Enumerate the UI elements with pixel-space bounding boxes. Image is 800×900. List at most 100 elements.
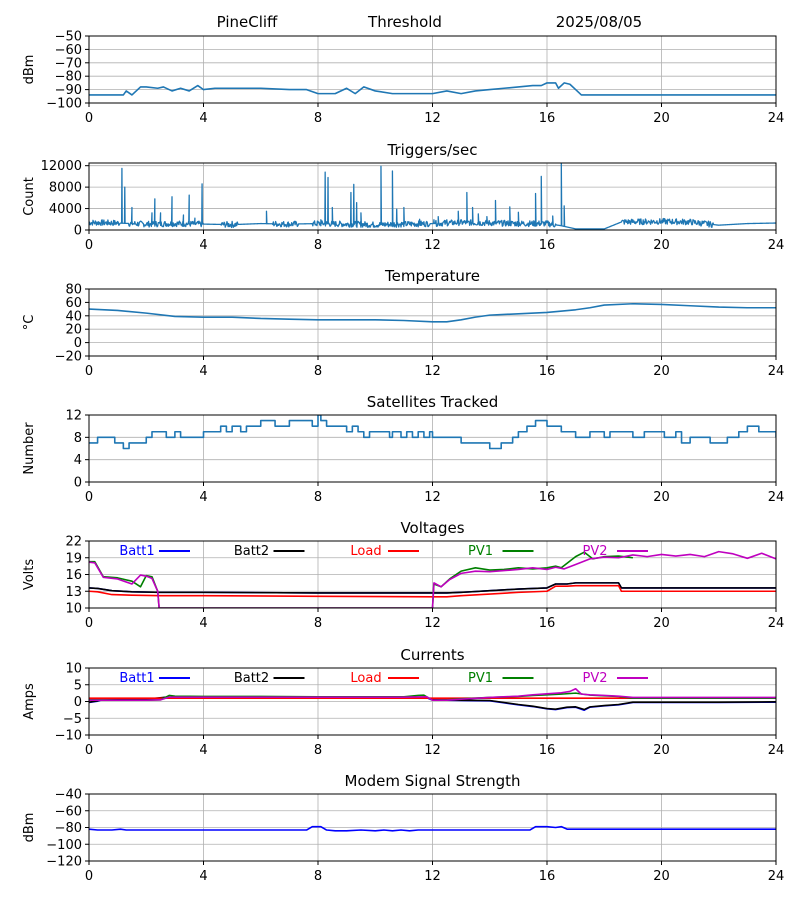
y-axis-label-temperature: °C <box>22 315 37 331</box>
x-tick-label: 12 <box>424 238 441 253</box>
y-tick-label: −100 <box>46 97 82 112</box>
y-tick-label: 0 <box>74 476 82 491</box>
y-axis-label-modem: dBm <box>22 813 37 843</box>
x-tick-label: 20 <box>653 238 670 253</box>
gridlines-satellites <box>88 414 777 483</box>
x-tick-label: 20 <box>653 616 670 631</box>
x-tick-label: 24 <box>768 490 785 505</box>
legend-label-pv2: PV2 <box>582 544 607 559</box>
y-tick-label: −5 <box>63 712 82 727</box>
panel-title-satellites: Satellites Tracked <box>367 393 498 411</box>
x-ticks-modem: 0 4 8 12 16 20 24 <box>85 861 784 884</box>
series-line-voltages-pv2 <box>89 550 776 608</box>
x-tick-label: 8 <box>314 364 322 379</box>
series-group-triggers <box>89 163 776 230</box>
x-tick-label: 24 <box>768 869 785 884</box>
series-line-voltages-pv1 <box>89 551 633 608</box>
x-tick-label: 0 <box>85 364 93 379</box>
x-ticks-triggers: 0 4 8 12 16 20 24 <box>85 230 784 253</box>
mode-label: Threshold <box>367 13 442 31</box>
panel-title-temperature: Temperature <box>384 267 480 285</box>
legend-label-batt1: Batt1 <box>119 671 154 686</box>
x-tick-label: 12 <box>424 743 441 758</box>
series-line-voltages-load <box>89 584 776 598</box>
x-tick-label: 12 <box>424 490 441 505</box>
x-tick-label: 8 <box>314 743 322 758</box>
y-tick-label: 0 <box>74 336 82 351</box>
x-tick-label: 4 <box>199 111 207 126</box>
legend-label-batt1: Batt1 <box>119 544 154 559</box>
x-tick-label: 0 <box>85 490 93 505</box>
series-line-triggers-series <box>89 163 776 230</box>
series-line-voltages-batt2 <box>89 582 776 594</box>
series-group-rssi <box>89 82 776 96</box>
gridlines-modem <box>88 793 777 862</box>
x-tick-label: 0 <box>85 111 93 126</box>
panel-title-modem: Modem Signal Strength <box>345 772 521 790</box>
panel-title-triggers: Triggers/sec <box>387 141 478 159</box>
panel-rssi: 0 4 8 12 16 20 24 −100−90−80−70−60−50 dBm <box>22 30 784 127</box>
y-tick-label: 0 <box>74 224 82 239</box>
x-tick-label: 8 <box>314 490 322 505</box>
y-tick-label: 0 <box>74 695 82 710</box>
y-axis-label-triggers: Count <box>22 177 37 216</box>
series-line-rssi-series <box>89 82 776 96</box>
x-tick-label: 24 <box>768 238 785 253</box>
y-tick-label: 60 <box>65 296 82 311</box>
series-group-voltages <box>89 550 776 608</box>
legend-label-load: Load <box>350 671 381 686</box>
y-axis-label-rssi: dBm <box>22 55 37 85</box>
series-group-modem <box>89 825 776 832</box>
legend-label-load: Load <box>350 544 381 559</box>
series-line-satellites-series <box>89 415 776 450</box>
panel-title-currents: Currents <box>400 646 464 664</box>
panel-triggers: Triggers/sec 0 4 8 12 16 20 24 0 4000 8000 12000 Cou… <box>22 141 784 253</box>
x-tick-label: 20 <box>653 743 670 758</box>
y-tick-label: −70 <box>55 56 82 71</box>
x-tick-label: 0 <box>85 616 93 631</box>
x-tick-label: 16 <box>539 364 556 379</box>
x-tick-label: 4 <box>199 364 207 379</box>
y-tick-label: −60 <box>55 43 82 58</box>
y-tick-label: −80 <box>55 821 82 836</box>
y-tick-label: −10 <box>55 729 82 744</box>
series-line-modem-series <box>89 825 776 832</box>
y-tick-label: 5 <box>74 678 82 693</box>
x-tick-label: 20 <box>653 364 670 379</box>
y-tick-label: −100 <box>46 838 82 853</box>
legend-label-pv1: PV1 <box>468 544 493 559</box>
x-tick-label: 20 <box>653 490 670 505</box>
site-name-label: PineCliff <box>217 13 278 31</box>
x-tick-label: 20 <box>653 111 670 126</box>
y-axis-label-currents: Amps <box>22 683 37 720</box>
x-tick-label: 12 <box>424 111 441 126</box>
x-tick-label: 0 <box>85 743 93 758</box>
x-tick-label: 8 <box>314 869 322 884</box>
y-ticks-rssi: −100−90−80−70−60−50 <box>46 30 89 112</box>
date-label: 2025/08/05 <box>556 13 642 31</box>
y-tick-label: 4000 <box>49 202 82 217</box>
y-tick-label: 12000 <box>41 159 82 174</box>
y-tick-label: 19 <box>65 551 82 566</box>
y-tick-label: 12 <box>65 409 82 424</box>
x-tick-label: 4 <box>199 238 207 253</box>
x-tick-label: 0 <box>85 869 93 884</box>
series-group-satellites <box>89 415 776 450</box>
y-tick-label: 80 <box>65 283 82 298</box>
x-tick-label: 8 <box>314 616 322 631</box>
series-line-temperature-series <box>89 302 776 323</box>
series-line-currents-pv2 <box>89 687 776 701</box>
x-tick-label: 8 <box>314 238 322 253</box>
panel-satellites: Satellites Tracked 0 4 8 12 16 20 24 0 4 8 12 Number <box>22 393 784 505</box>
y-tick-label: 10 <box>65 662 82 677</box>
x-tick-label: 4 <box>199 743 207 758</box>
x-tick-label: 4 <box>199 869 207 884</box>
x-tick-label: 24 <box>768 616 785 631</box>
x-tick-label: 16 <box>539 111 556 126</box>
x-tick-label: 4 <box>199 490 207 505</box>
